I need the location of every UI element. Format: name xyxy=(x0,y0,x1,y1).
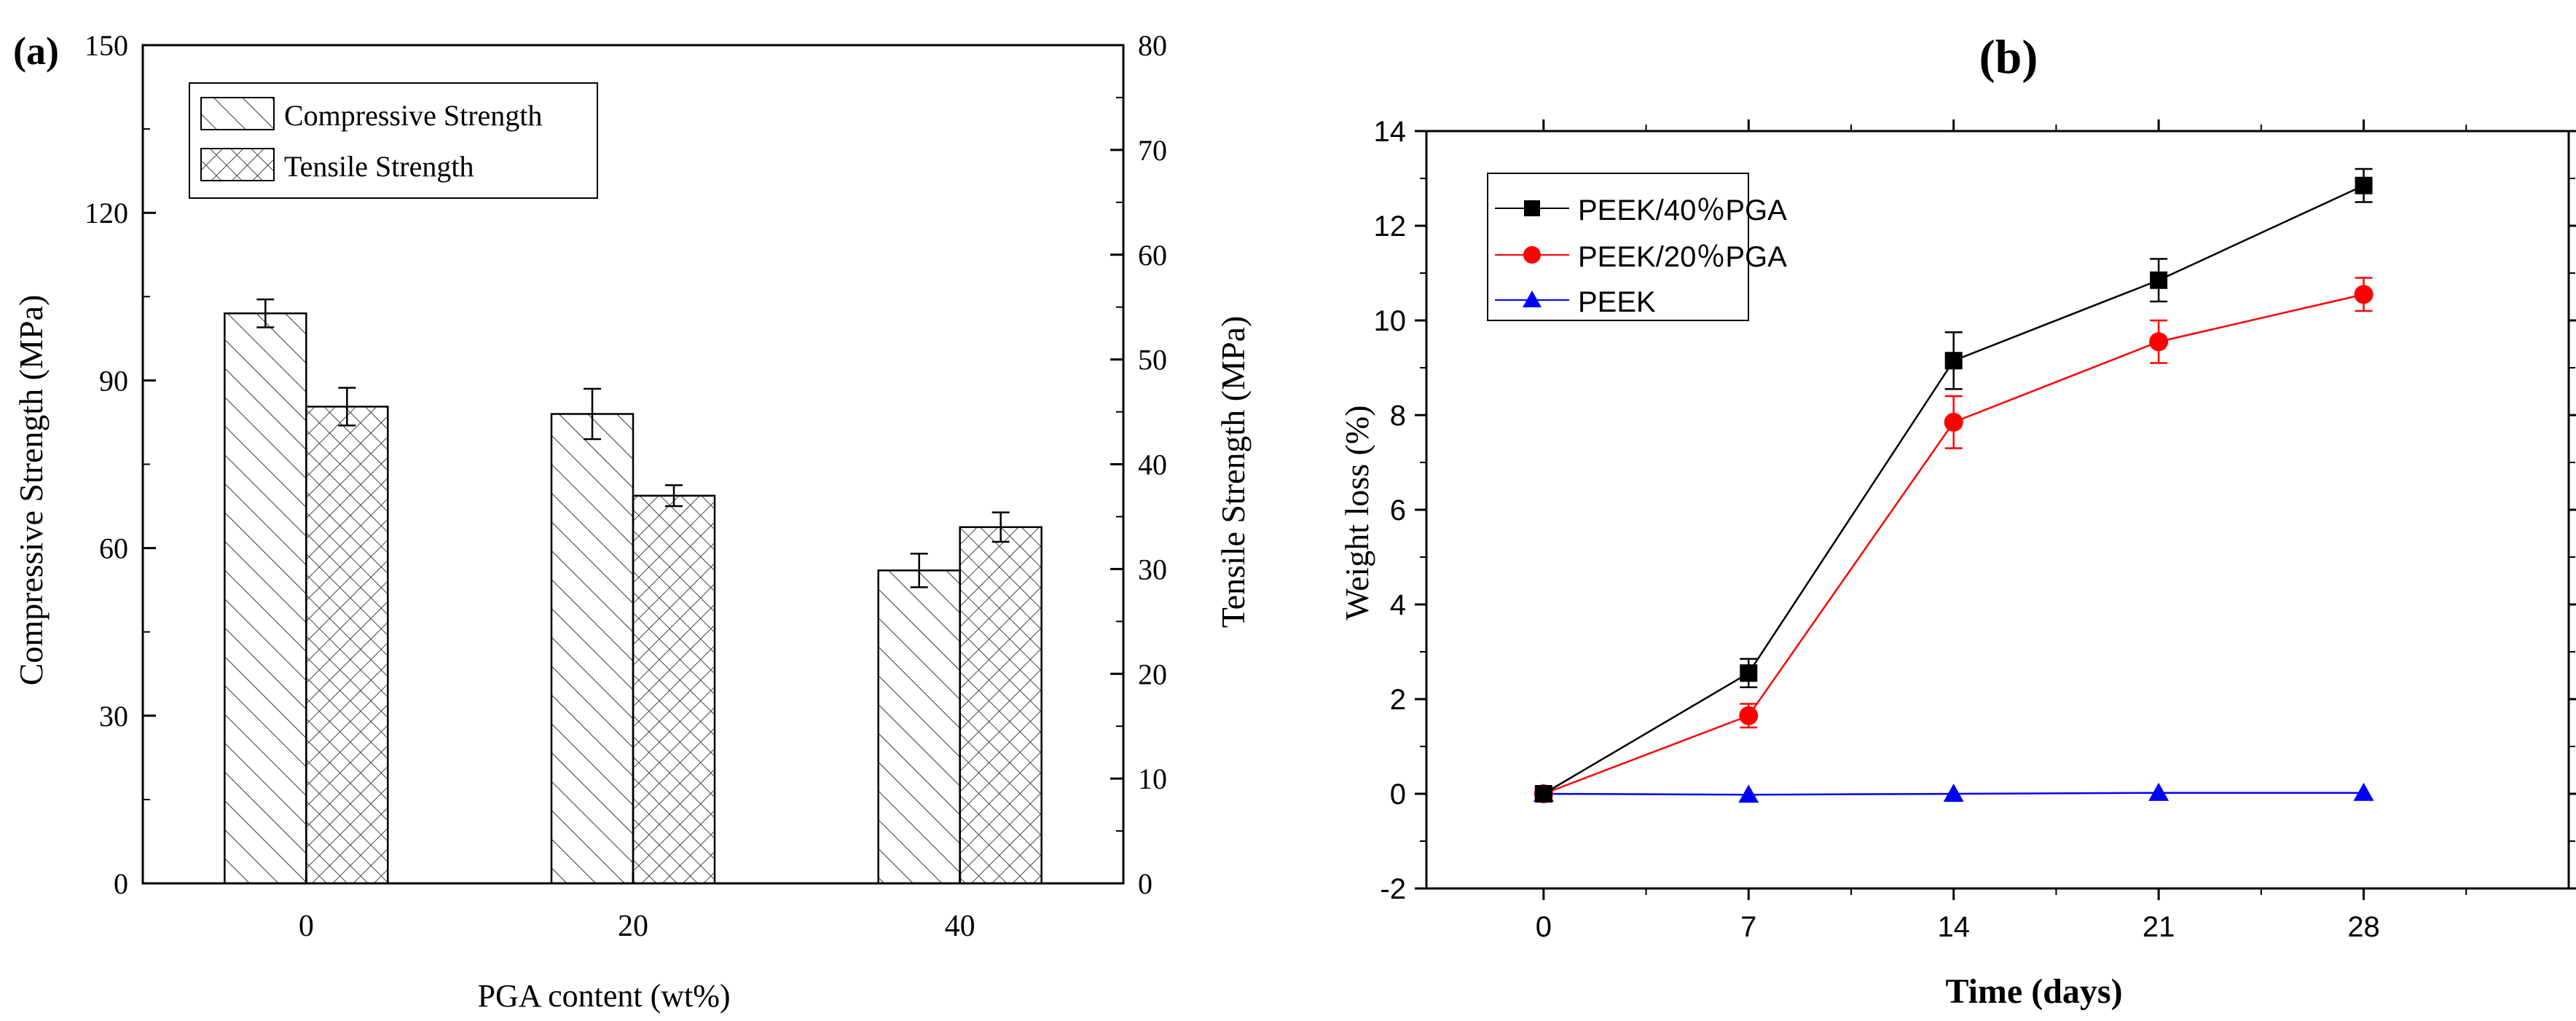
y-tick-label-a-right: 50 xyxy=(1138,344,1167,377)
legend-label-tensile: Tensile Strength xyxy=(284,150,474,183)
y-axis-label-a-right: Tensile Strength (MPa) xyxy=(1214,316,1252,628)
legend-marker-peek40 xyxy=(1524,200,1540,216)
x-tick-label-a: 40 xyxy=(945,910,975,943)
y-tick-label-a-left: 30 xyxy=(99,700,128,733)
marker-peek xyxy=(1943,784,1964,802)
y-tick-label-b: 12 xyxy=(1374,210,1407,243)
marker-peek40 xyxy=(1740,664,1758,682)
panel-label-a: (a) xyxy=(13,29,59,73)
bar-compressive xyxy=(877,569,961,885)
y-tick-label-a-right: 70 xyxy=(1138,134,1167,167)
legend-label-peek: PEEK xyxy=(1578,286,1656,318)
y-tick-label-a-right: 10 xyxy=(1138,762,1167,795)
marker-peek40 xyxy=(2355,176,2373,194)
y-tick-label-a-left: 150 xyxy=(85,29,128,62)
chart-b: (b) -2 0 2 4 6 8 10 12 14 0 7 14 21 28 Time (days) We… xyxy=(1338,31,2576,1011)
y-tick-label-b: 14 xyxy=(1374,116,1407,148)
x-tick-label-a: 20 xyxy=(618,910,648,943)
legend-marker-peek xyxy=(1523,291,1542,307)
y-tick-label-b: 10 xyxy=(1374,305,1407,337)
marker-peek40 xyxy=(1534,785,1552,803)
y-axis-label-a-left: Compressive Strength (MPa) xyxy=(12,295,50,686)
legend-marker-peek20 xyxy=(1523,246,1541,264)
x-tick-label-a: 0 xyxy=(299,910,314,943)
legend-b: PEEK/40％PGA PEEK/20％PGA PEEK xyxy=(1487,173,1787,321)
marker-peek20 xyxy=(1944,412,1963,432)
y-tick-label-a-right: 60 xyxy=(1138,239,1167,272)
legend-label-peek40: PEEK/40％PGA xyxy=(1578,194,1787,226)
bar-compressive xyxy=(550,413,635,885)
y-tick-label-a-right: 0 xyxy=(1138,867,1152,900)
y-tick-label-a-right: 30 xyxy=(1138,553,1167,586)
x-axis-label-b: Time (days) xyxy=(1945,972,2122,1011)
y-tick-label-b: -2 xyxy=(1380,873,1406,905)
y-tick-label-a-right: 40 xyxy=(1138,449,1167,481)
y-tick-label-b: 2 xyxy=(1390,684,1406,716)
y-axis-label-b: Weight loss (%) xyxy=(1338,405,1375,620)
legend-label-compressive: Compressive Strength xyxy=(284,99,542,132)
x-tick-label-b: 28 xyxy=(2347,911,2380,943)
marker-peek20 xyxy=(2149,332,2169,352)
bar-compressive xyxy=(224,312,307,885)
legend-label-peek20: PEEK/20％PGA xyxy=(1578,241,1787,273)
marker-peek xyxy=(1738,784,1759,803)
y-tick-label-b: 4 xyxy=(1390,589,1406,621)
legend-a: Compressive Strength Tensile Strength xyxy=(189,82,598,199)
x-tick-label-b: 0 xyxy=(1536,911,1552,943)
x-axis-label-a: PGA content (wt%) xyxy=(477,978,730,1014)
x-tick-label-b: 7 xyxy=(1740,911,1756,943)
y-tick-label-a-right: 20 xyxy=(1138,658,1167,690)
legend-swatch-tensile xyxy=(200,148,275,181)
marker-peek40 xyxy=(1944,352,1963,370)
y-tick-label-b: 6 xyxy=(1390,494,1406,527)
marker-peek xyxy=(2353,782,2374,801)
marker-peek20 xyxy=(1739,706,1759,725)
x-tick-label-b: 21 xyxy=(2143,911,2175,943)
x-tick-label-b: 14 xyxy=(1937,911,1970,943)
marker-peek20 xyxy=(2354,285,2373,304)
legend-swatch-compressive xyxy=(200,97,275,130)
panel-label-b: (b) xyxy=(1979,31,2038,84)
bar-tensile xyxy=(959,526,1042,885)
y-tick-label-a-left: 120 xyxy=(85,197,128,229)
y-tick-label-a-left: 60 xyxy=(99,532,128,565)
marker-peek xyxy=(2148,782,2169,801)
marker-peek40 xyxy=(2150,271,2168,289)
y-tick-label-a-left: 90 xyxy=(99,364,128,397)
y-tick-label-b: 0 xyxy=(1390,778,1406,811)
bar-tensile xyxy=(632,494,716,885)
bar-tensile xyxy=(305,406,389,885)
y-tick-label-a-left: 0 xyxy=(114,867,128,900)
y-tick-label-a-right: 80 xyxy=(1138,29,1167,62)
y-tick-label-b: 8 xyxy=(1390,400,1406,432)
